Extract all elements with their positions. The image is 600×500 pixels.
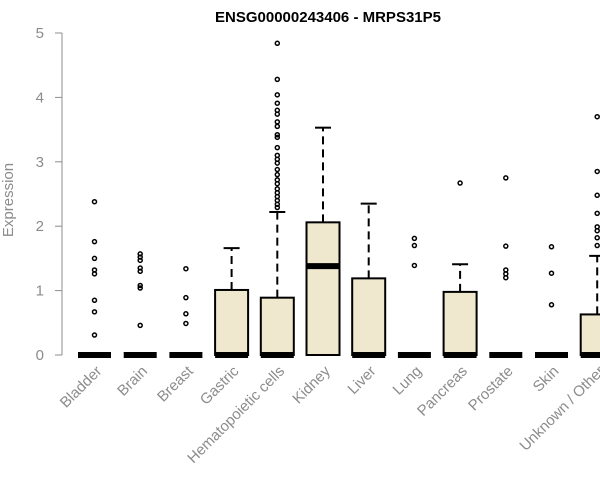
outlier-point [594, 242, 600, 249]
boxes [78, 40, 600, 358]
outlier-point [503, 243, 509, 249]
outlier-point [137, 257, 143, 264]
outlier-point [91, 309, 98, 315]
box-brain [123, 251, 157, 358]
outlier-point [594, 235, 600, 241]
outlier-point [274, 119, 281, 125]
x-tick-label: Prostate [465, 363, 517, 415]
y-tick-label: 1 [36, 283, 44, 300]
box-pancreas [442, 180, 478, 358]
outlier-point [548, 244, 555, 250]
y-tick-label: 3 [36, 154, 44, 171]
outlier-point [411, 242, 418, 249]
outlier-point [183, 294, 189, 301]
outlier-point [137, 251, 143, 257]
box-gastric [214, 247, 250, 358]
box-breast [169, 265, 203, 358]
outlier-point [503, 175, 509, 181]
outlier-point [183, 311, 189, 317]
outlier-point [137, 254, 143, 260]
outlier-point [91, 255, 98, 262]
iqr-box [214, 288, 250, 356]
outlier-point [183, 320, 189, 327]
x-tick-label: Lung [390, 363, 426, 399]
x-tick-label: Gastric [197, 362, 243, 408]
outlier-point [137, 282, 143, 289]
outlier-point [274, 201, 281, 208]
outlier-point [594, 210, 600, 217]
outlier-point [91, 238, 98, 245]
outlier-point [411, 235, 418, 242]
x-tick-label: Pancreas [414, 363, 471, 420]
y-axis: 0 1 2 3 4 5 [36, 25, 63, 364]
outlier-point [274, 134, 281, 141]
y-tick-label: 0 [36, 347, 44, 364]
x-tick-label: Skin [530, 363, 563, 396]
outlier-point [503, 274, 509, 281]
outlier-point [594, 168, 600, 175]
box-bladder [78, 198, 111, 358]
x-tick-label: Kidney [289, 362, 334, 407]
iqr-box [442, 290, 478, 356]
y-tick-label: 2 [36, 218, 44, 235]
outlier-point [594, 113, 600, 120]
outlier-point [274, 144, 281, 151]
outlier-point [274, 160, 281, 166]
outlier-point [594, 192, 600, 199]
y-tick-label: 4 [36, 89, 44, 106]
outlier-point [137, 285, 143, 291]
outlier-point [274, 76, 281, 83]
outlier-point [274, 171, 281, 178]
x-tick-label: Bladder [57, 363, 106, 412]
outlier-point [274, 123, 281, 130]
box-unknown-other [579, 113, 600, 358]
outlier-point [183, 265, 189, 272]
outlier-point [274, 180, 281, 187]
box-skin [535, 244, 568, 358]
outlier-point [274, 166, 281, 173]
box-prostate [489, 175, 523, 358]
outlier-point [594, 227, 600, 234]
outlier-point [548, 302, 555, 308]
y-axis-label: Expression [0, 163, 17, 237]
outlier-point [274, 92, 281, 98]
box-kidney [305, 126, 341, 356]
outlier-point [457, 180, 463, 186]
iqr-box [259, 296, 295, 356]
outlier-point [411, 262, 418, 269]
box-liver [351, 202, 387, 358]
box-hematopoietic-cells [259, 40, 295, 358]
outlier-point [91, 198, 98, 205]
outlier-point [91, 271, 98, 277]
outlier-point [274, 132, 281, 138]
x-tick-label: Brain [114, 363, 151, 400]
outlier-point [137, 265, 143, 271]
box-lung [397, 235, 431, 358]
outlier-point [274, 40, 281, 47]
outlier-point [274, 204, 281, 211]
iqr-box [305, 221, 341, 356]
chart-title: ENSG00000243406 - MRPS31P5 [215, 9, 441, 26]
outlier-point [91, 297, 98, 304]
outlier-point [274, 111, 281, 117]
outlier-point [137, 268, 143, 275]
x-tick-label: Breast [154, 362, 197, 405]
iqr-box [351, 277, 387, 357]
outlier-point [274, 100, 281, 106]
y-tick-label: 5 [36, 25, 44, 42]
outlier-point [548, 270, 555, 276]
outlier-point [91, 332, 98, 338]
x-tick-label: Liver [345, 363, 380, 398]
iqr-box [579, 313, 600, 357]
outlier-point [137, 322, 143, 329]
